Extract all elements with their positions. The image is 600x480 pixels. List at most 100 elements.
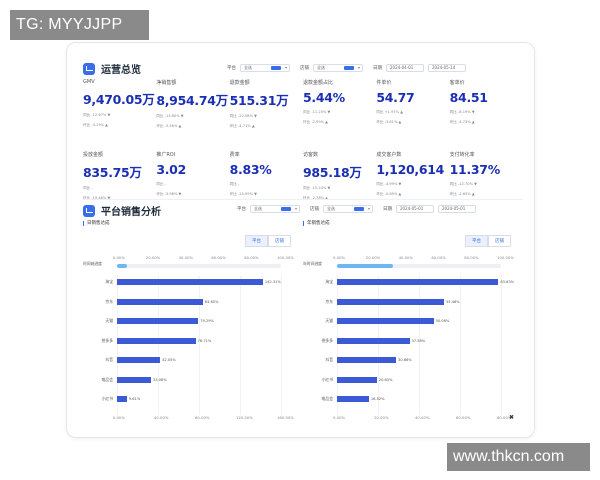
kpi-label: 推广ROI [156, 152, 176, 158]
kpi-card: 费率 8.83% 同比 - 环比 -15.99% ▼ [230, 151, 303, 203]
kpi-mom: 环比 -4.73% ▲ [449, 120, 475, 124]
annual-sales-panel: 年销售达成 平台 店铺 0.00% 20.00% 40.00% 60.00% 80.00… [303, 221, 517, 433]
bar[interactable] [117, 376, 151, 383]
bar[interactable] [337, 396, 369, 402]
bar-value-label: 50.06% [435, 319, 450, 323]
progress-slider[interactable] [337, 264, 501, 268]
sales-analysis-icon [83, 204, 95, 217]
gridline [240, 275, 241, 415]
kpi-value: 985.18万 [303, 165, 362, 180]
kpi-label: 退款金额占比 [303, 80, 334, 86]
gridline [337, 275, 338, 415]
kpi-label: 成交客户数 [376, 152, 402, 158]
bar[interactable] [117, 298, 203, 305]
kpi-value: 835.75万 [83, 165, 142, 180]
toggle-platform[interactable]: 平台 [465, 235, 488, 247]
bar[interactable] [117, 318, 199, 324]
shop-filter-label: 店铺 [310, 207, 319, 212]
kpi-yoy: 同比 -4.99% ▼ [376, 182, 402, 186]
kpi-card: GMV 9,470.05万 同比 -12.67% ▼ 环比 -4.19% ▲ [83, 79, 156, 131]
shop-select[interactable]: 全选 ▾ [323, 205, 373, 213]
kpi-yoy: 同比 -11.25% ▼ [303, 110, 331, 114]
bar-value-label: 20.63% [378, 377, 393, 382]
top-axis-tick: 100.00% [277, 255, 294, 260]
bar[interactable] [337, 357, 397, 363]
shop-select[interactable]: 全选 ▾ [313, 64, 363, 72]
bar-value-label: 16.52% [370, 397, 385, 401]
bar-category-label: 天猫 [105, 318, 113, 323]
x-axis-tick: 40.00% [415, 415, 430, 420]
bar[interactable] [337, 337, 410, 344]
close-icon[interactable]: ✖ [508, 414, 514, 421]
platform-select-value: 全选 [254, 206, 262, 211]
kpi-yoy: 同比 -15.24% ▼ [303, 186, 331, 190]
bar[interactable] [337, 279, 499, 285]
kpi-value: 54.77 [376, 90, 415, 105]
gridline [199, 275, 200, 415]
bar-value-label: 79.29% [200, 319, 214, 323]
overview-title: 运营总览 [101, 65, 141, 76]
watermark-bottom: www.thkcn.com [447, 443, 590, 471]
top-axis-tick: 40.00% [178, 255, 194, 260]
x-axis-tick: 60.00% [456, 415, 471, 420]
progress-slider-fill [117, 264, 127, 268]
x-axis-tick: 80.00% [497, 415, 512, 420]
bar[interactable] [117, 279, 263, 285]
kpi-grid: GMV 9,470.05万 同比 -12.67% ▼ 环比 -4.19% ▲ 净销售额 8… [83, 79, 523, 203]
kpi-card: 支付转化率 11.37% 同比 -12.70% ▼ 环比 -2.65% ▲ [450, 151, 523, 203]
kpi-value: 1,120,614 [376, 162, 445, 177]
selected-tag [354, 207, 364, 211]
bar[interactable] [337, 376, 377, 383]
sales-header: 平台销售分析 [83, 203, 161, 218]
bar[interactable] [117, 357, 161, 363]
overview-header: 运营总览 [83, 61, 141, 76]
kpi-mom: 环比 -19.46% ▼ [83, 196, 111, 200]
kpi-card: 件单价 54.77 同比 +1.97% ▲ 环比 -3.81% ▲ [376, 79, 449, 131]
gridline [501, 275, 502, 415]
kpi-mom: 环比 -15.99% ▼ [229, 192, 257, 196]
kpi-yoy: 同比 - [83, 186, 93, 190]
kpi-mom: 环比 -2.99% ▲ [303, 120, 328, 124]
kpi-label: 访客数 [303, 152, 319, 158]
progress-label: 时间轴进度 [83, 261, 102, 266]
kpi-label: 客单价 [449, 80, 465, 86]
kpi-value: 8.83% [229, 162, 272, 177]
kpi-yoy: 同比 +1.97% ▲ [376, 110, 403, 114]
progress-slider[interactable] [117, 264, 281, 268]
platform-select[interactable]: 全选 ▾ [250, 205, 300, 213]
view-toggle: 平台 店铺 [245, 235, 291, 247]
chevron-down-icon: ▾ [357, 65, 360, 70]
divider [83, 199, 523, 200]
kpi-value: 84.51 [449, 90, 488, 105]
x-axis-tick: 0.00% [333, 415, 346, 420]
kpi-card: 退款金额占比 5.44% 同比 -11.25% ▼ 环比 -2.99% ▲ [303, 79, 376, 131]
toggle-platform[interactable]: 平台 [245, 235, 268, 247]
date-start-input[interactable]: 2024-05-01 [396, 205, 434, 213]
bar-category-label: 抖音 [325, 357, 333, 362]
x-axis-tick: 80.00% [195, 415, 210, 420]
toggle-shop[interactable]: 店铺 [268, 235, 291, 247]
selected-tag [281, 207, 291, 211]
view-toggle: 平台 店铺 [465, 235, 511, 247]
kpi-card: 净销售额 8,954.74万 同比 -13.60% ▼ 环比 -5.56% ▲ [156, 79, 229, 131]
top-axis-tick: 100.00% [497, 255, 514, 260]
date-end-input[interactable]: 2024-05-14 [428, 64, 466, 72]
toggle-shop[interactable]: 店铺 [488, 235, 511, 247]
platform-select[interactable]: 全选 ▾ [240, 64, 290, 72]
top-axis-tick: 80.00% [244, 255, 259, 260]
date-start-input[interactable]: 2024-04-01 [386, 64, 424, 72]
bar[interactable] [337, 298, 444, 305]
bar[interactable] [117, 337, 196, 344]
top-axis-tick: 20.00% [145, 255, 161, 260]
date-filter-label: 日期 [373, 66, 382, 71]
bar[interactable] [117, 396, 127, 402]
bar[interactable] [337, 318, 434, 324]
kpi-yoy: 同比 -8.19% ▼ [449, 110, 475, 114]
kpi-card: 投放金额 835.75万 同比 - 环比 -19.46% ▼ [83, 151, 156, 203]
top-axis-tick: 40.00% [398, 255, 414, 260]
kpi-mom: 环比 -2.78% ▲ [303, 196, 328, 200]
kpi-yoy: 同比 -12.70% ▼ [449, 182, 477, 186]
bar-value-label: 142.31% [264, 280, 281, 284]
bar-value-label: 55.46% [446, 299, 460, 304]
date-end-input[interactable]: 2024-05-01 [438, 205, 476, 213]
